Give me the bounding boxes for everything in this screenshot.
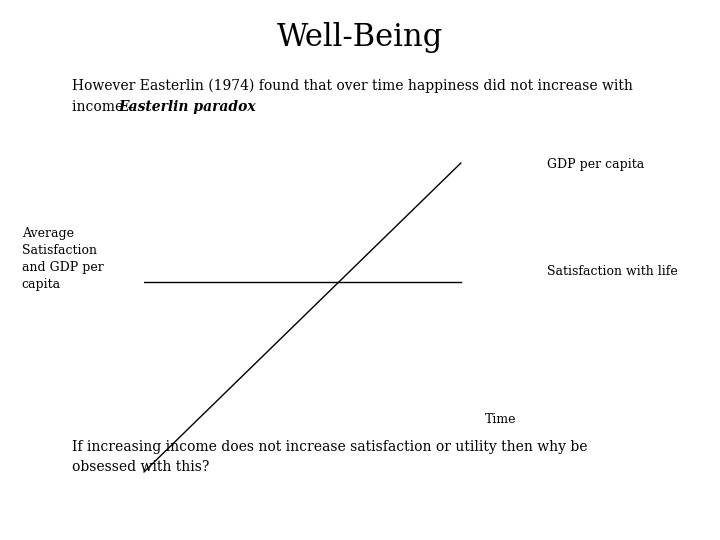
Text: obsessed with this?: obsessed with this?: [72, 460, 210, 474]
Text: GDP per capita: GDP per capita: [547, 158, 644, 171]
Text: Average
Satisfaction
and GDP per
capita: Average Satisfaction and GDP per capita: [22, 227, 104, 291]
Text: Well-Being: Well-Being: [277, 22, 443, 52]
Text: Time: Time: [485, 413, 516, 426]
Text: income –: income –: [72, 100, 139, 114]
Text: Satisfaction with life: Satisfaction with life: [547, 265, 678, 278]
Text: However Easterlin (1974) found that over time happiness did not increase with: However Easterlin (1974) found that over…: [72, 78, 633, 93]
Text: If increasing income does not increase satisfaction or utility then why be: If increasing income does not increase s…: [72, 440, 588, 454]
Text: Easterlin paradox: Easterlin paradox: [119, 100, 256, 114]
